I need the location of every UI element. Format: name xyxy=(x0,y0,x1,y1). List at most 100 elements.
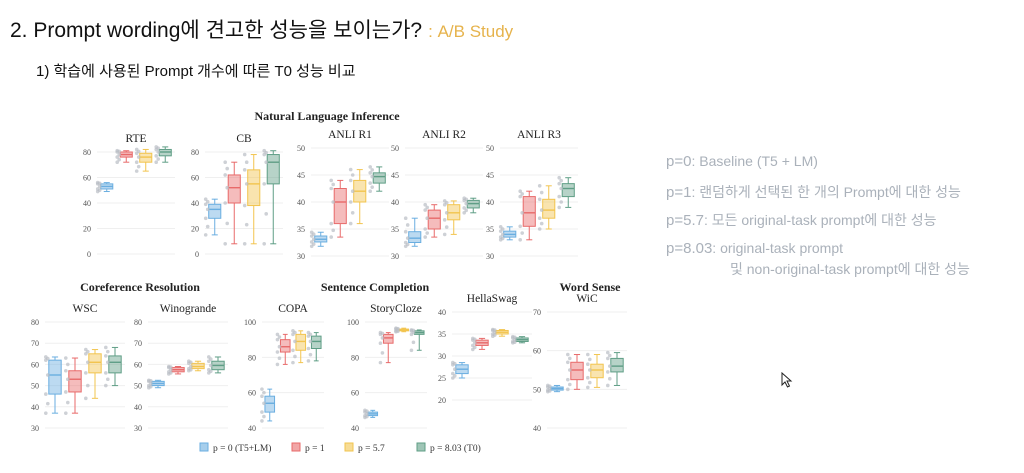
box-CB-3 xyxy=(266,154,280,185)
data-point xyxy=(84,347,88,352)
data-point xyxy=(370,168,375,172)
data-point xyxy=(500,232,505,237)
data-point xyxy=(586,385,590,390)
tick-label: 80 xyxy=(248,353,256,362)
tick-label: 40 xyxy=(438,308,446,317)
data-point xyxy=(588,368,592,372)
box-COPA-2 xyxy=(295,333,307,351)
data-point xyxy=(64,368,68,373)
legend-label-1: p = 1 xyxy=(305,444,325,454)
legend-label-0: p = 0 (T5+LM) xyxy=(213,443,271,454)
tick-label: 40 xyxy=(83,199,91,208)
tick-label: 20 xyxy=(438,396,446,405)
note-p803-text: : original-task prompt xyxy=(712,240,844,256)
data-point xyxy=(331,182,336,187)
data-point xyxy=(104,345,108,350)
box-WiC-1 xyxy=(570,361,584,381)
data-point xyxy=(262,401,266,406)
data-point xyxy=(405,236,410,240)
data-point xyxy=(606,370,610,374)
data-point xyxy=(568,356,572,361)
data-point xyxy=(425,205,430,210)
tick-label: 30 xyxy=(297,252,305,261)
data-point xyxy=(537,227,542,231)
tick-label: 100 xyxy=(244,318,256,327)
tick-label: 40 xyxy=(533,424,541,433)
data-point xyxy=(331,228,336,233)
tick-label: 20 xyxy=(83,225,91,234)
data-point xyxy=(588,357,592,362)
data-point xyxy=(309,240,314,244)
data-point xyxy=(518,224,523,229)
data-point xyxy=(225,166,230,171)
note-p0-key: p=0 xyxy=(666,153,692,170)
tick-label: 50 xyxy=(297,144,305,153)
data-point xyxy=(566,387,570,392)
box-WSC-1 xyxy=(68,370,82,393)
data-point xyxy=(539,190,544,195)
data-point xyxy=(86,383,90,388)
data-point xyxy=(46,401,50,406)
tick-label: 50 xyxy=(533,385,541,394)
data-point xyxy=(306,346,311,351)
data-point xyxy=(348,200,353,204)
data-point xyxy=(403,240,408,245)
tick-label: 70 xyxy=(134,339,142,348)
box-WiC-2 xyxy=(590,363,604,379)
data-point xyxy=(136,164,141,169)
data-point xyxy=(291,360,295,365)
note-p1-key: p=1 xyxy=(666,184,692,201)
note-p803-key: p=8.03 xyxy=(666,240,713,257)
data-point xyxy=(84,396,88,401)
tick-label: 45 xyxy=(297,171,305,180)
data-point xyxy=(46,373,50,377)
mouse-cursor-icon xyxy=(781,372,793,388)
note-p1-text: : 랜덤하게 선택된 한 개의 Prompt에 대한 성능 xyxy=(691,184,961,200)
data-point xyxy=(225,221,230,226)
data-point xyxy=(207,355,211,359)
data-point xyxy=(606,383,610,388)
data-point xyxy=(451,371,455,376)
tick-label: 60 xyxy=(134,360,142,369)
note-p0: p=0: Baseline (T5 + LM) xyxy=(666,153,818,170)
data-point xyxy=(308,352,313,357)
data-point xyxy=(557,194,562,199)
note-p1: p=1: 랜덤하게 선택된 한 개의 Prompt에 대한 성능 xyxy=(666,182,961,202)
data-point xyxy=(207,367,211,372)
data-point xyxy=(539,221,544,226)
tick-label: 50 xyxy=(134,382,142,391)
tick-label: 45 xyxy=(391,171,399,180)
data-point xyxy=(203,197,208,201)
tick-label: 45 xyxy=(486,171,494,180)
data-point xyxy=(244,222,249,227)
panel-title-WSC: WSC xyxy=(73,303,98,315)
data-point xyxy=(275,362,280,367)
data-point xyxy=(262,414,266,419)
data-point xyxy=(368,171,373,175)
data-point xyxy=(167,364,171,369)
data-point xyxy=(368,165,373,169)
data-point xyxy=(205,224,210,229)
tick-label: 35 xyxy=(486,225,494,234)
data-point xyxy=(405,223,410,227)
data-point xyxy=(242,152,247,157)
box-ANLI R1-3 xyxy=(372,172,386,184)
data-point xyxy=(262,148,267,153)
data-point xyxy=(95,180,100,185)
data-point xyxy=(588,380,592,385)
data-point xyxy=(363,408,367,413)
data-point xyxy=(471,336,475,341)
data-point xyxy=(411,340,416,345)
box-COPA-3 xyxy=(310,335,322,349)
data-point xyxy=(223,242,228,246)
tick-label: 20 xyxy=(191,225,199,234)
data-point xyxy=(115,160,120,164)
data-point xyxy=(154,145,159,149)
data-point xyxy=(104,354,108,358)
box-CB-2 xyxy=(247,169,261,207)
data-point xyxy=(559,178,564,183)
note-p57-key: p=5.7 xyxy=(666,212,704,229)
data-point xyxy=(378,360,383,365)
data-point xyxy=(546,383,550,388)
page-title: 2. Prompt wording에 견고한 성능을 보이는가?: A/B St… xyxy=(10,14,513,44)
